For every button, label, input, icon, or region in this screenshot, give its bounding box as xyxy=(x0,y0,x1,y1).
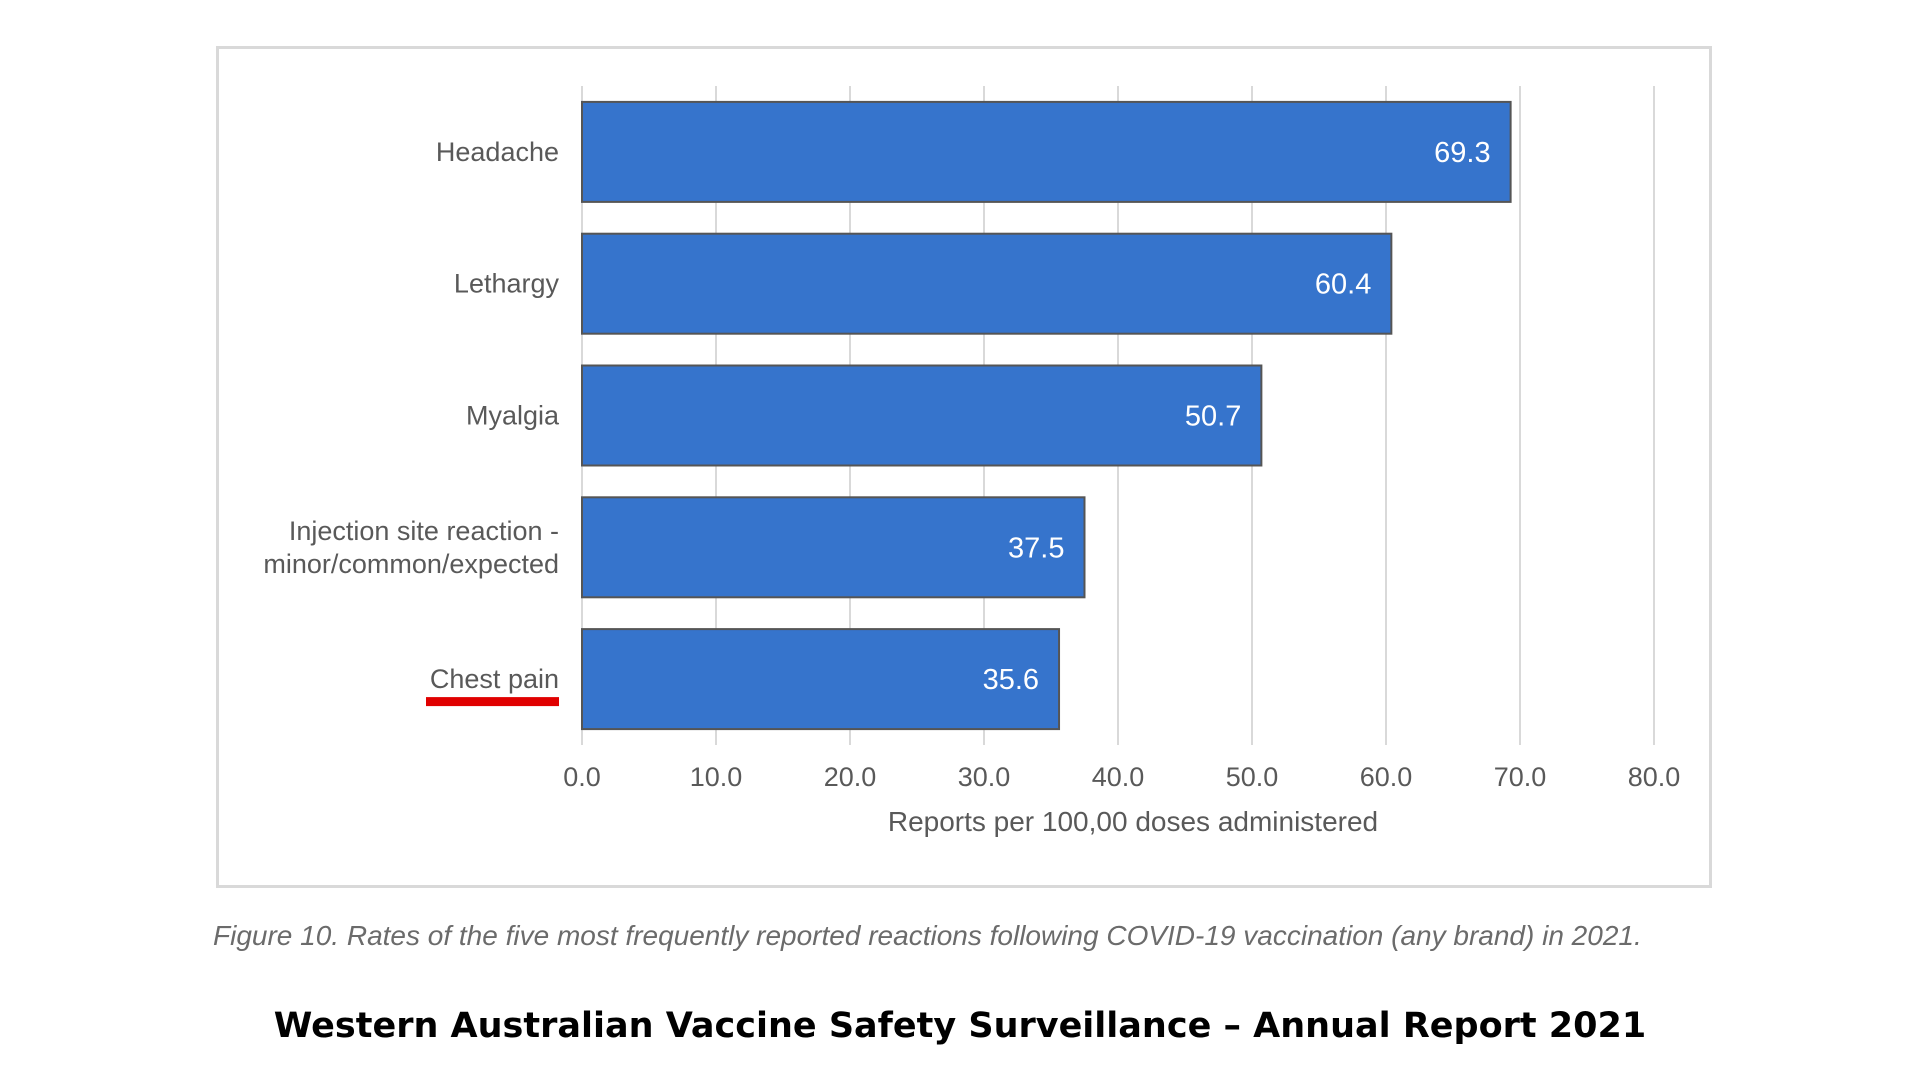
bar-4 xyxy=(581,628,1061,731)
bar-3 xyxy=(581,496,1086,599)
data-label: 50.7 xyxy=(1185,401,1241,433)
x-tick-label: 60.0 xyxy=(1360,762,1413,792)
chart-frame: 0.0 10.0 20.0 30.0 40.0 50.0 60.0 70.0 80.0 69.3 H… xyxy=(216,46,1712,888)
report-title: Western Australian Vaccine Safety Survei… xyxy=(273,1006,1647,1046)
category-label-line: Myalgia xyxy=(466,401,560,431)
data-label: 60.4 xyxy=(1315,269,1371,301)
category-label-line: minor/common/expected xyxy=(263,549,559,579)
data-label: 35.6 xyxy=(983,664,1039,696)
label-layer: 0.0 10.0 20.0 30.0 40.0 50.0 60.0 70.0 80.0 69.3 H… xyxy=(263,137,1680,792)
bar-chart: 0.0 10.0 20.0 30.0 40.0 50.0 60.0 70.0 80.0 69.3 H… xyxy=(263,86,1680,837)
bar-0 xyxy=(581,100,1512,203)
category-label-line: Injection site reaction - xyxy=(289,516,559,546)
x-tick-label: 40.0 xyxy=(1092,762,1145,792)
category-label: Chest pain xyxy=(430,664,559,694)
x-tick-label: 80.0 xyxy=(1628,762,1681,792)
x-tick-label: 30.0 xyxy=(958,762,1011,792)
x-tick-label: 50.0 xyxy=(1226,762,1279,792)
data-label: 69.3 xyxy=(1434,137,1490,169)
figure-caption: Figure 10. Rates of the five most freque… xyxy=(213,920,1642,951)
bar-1 xyxy=(581,232,1393,335)
x-tick-label: 70.0 xyxy=(1494,762,1547,792)
data-label: 37.5 xyxy=(1008,532,1064,564)
category-label: Myalgia xyxy=(466,401,560,431)
category-label-line: Lethargy xyxy=(454,269,560,299)
bar-layer xyxy=(581,100,1512,731)
x-tick-label: 0.0 xyxy=(563,762,601,792)
category-label: Lethargy xyxy=(454,269,560,299)
category-label: Headache xyxy=(436,137,559,167)
category-label-line: Chest pain xyxy=(430,664,559,694)
bar-2 xyxy=(581,364,1263,467)
x-axis-title: Reports per 100,00 doses administered xyxy=(888,806,1378,837)
x-tick-label: 10.0 xyxy=(690,762,743,792)
category-label-line: Headache xyxy=(436,137,559,167)
category-label: Injection site reaction -minor/common/ex… xyxy=(263,516,559,579)
highlight-underline xyxy=(426,697,559,707)
x-tick-label: 20.0 xyxy=(824,762,877,792)
